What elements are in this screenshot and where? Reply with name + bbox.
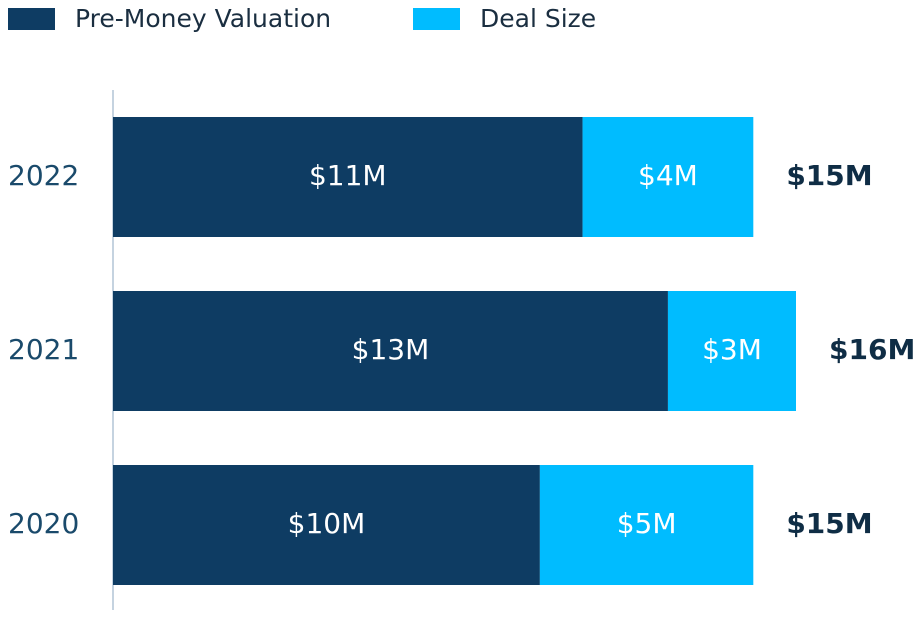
value-label: $10M: [288, 507, 366, 540]
bar-segment: [582, 117, 754, 237]
total-label: $15M: [786, 507, 872, 540]
bar-segment: [539, 465, 754, 585]
bar-segment: [113, 291, 668, 411]
legend-label: Deal Size: [480, 4, 596, 33]
bar-segment: [113, 465, 540, 585]
value-label: $5M: [617, 507, 677, 540]
legend-label: Pre-Money Valuation: [75, 4, 331, 33]
value-label: $13M: [352, 333, 430, 366]
total-label: $15M: [786, 159, 872, 192]
y-tick-label: 2021: [8, 333, 79, 366]
legend-swatch: [413, 8, 460, 30]
value-label: $3M: [702, 333, 762, 366]
bar-segment: [667, 291, 796, 411]
value-label: $11M: [309, 159, 387, 192]
y-tick-label: 2020: [8, 507, 79, 540]
legend-swatch: [8, 8, 55, 30]
y-tick-label: 2022: [8, 159, 79, 192]
value-label: $4M: [638, 159, 698, 192]
bar-segment: [113, 117, 583, 237]
total-label: $16M: [829, 333, 915, 366]
